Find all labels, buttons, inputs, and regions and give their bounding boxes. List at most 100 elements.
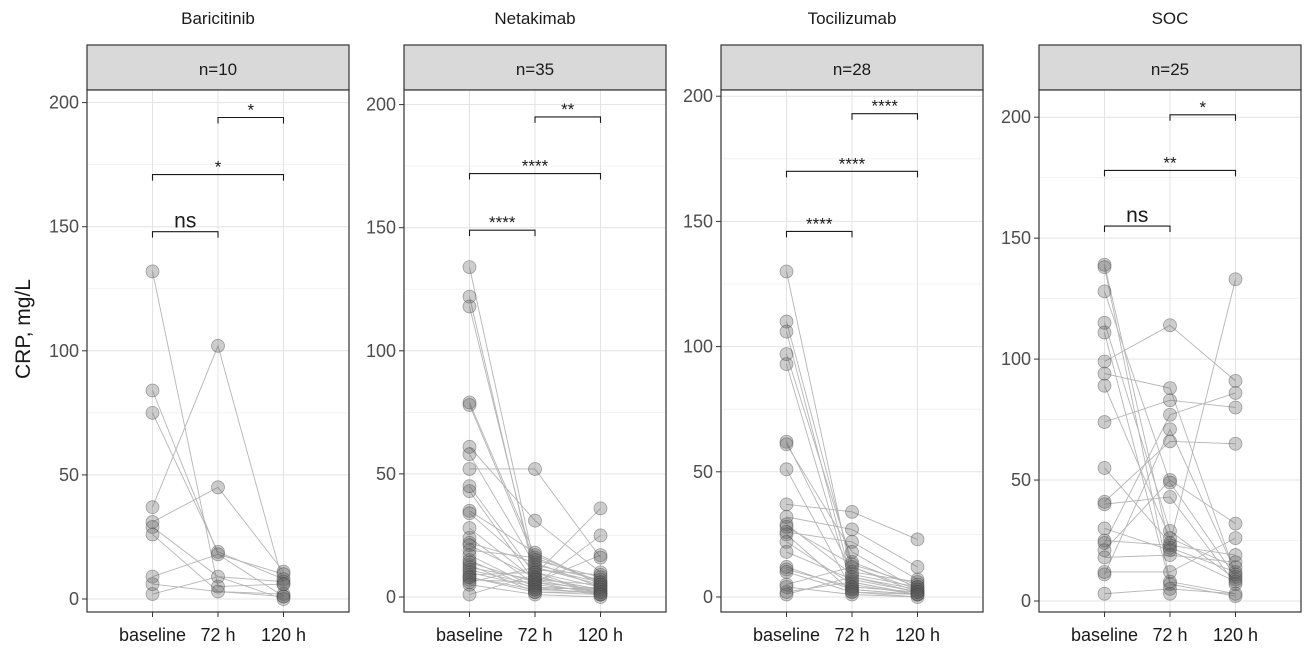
data-point <box>462 570 477 585</box>
data-point <box>528 513 542 528</box>
data-point <box>1228 565 1243 579</box>
data-point <box>779 264 794 279</box>
data-points <box>779 264 925 604</box>
data-point <box>145 515 160 529</box>
data-point <box>1228 400 1243 415</box>
data-point <box>593 550 608 565</box>
data-point <box>845 582 859 597</box>
data-point <box>593 575 608 590</box>
subject-line <box>1104 428 1236 575</box>
significance-label: ns <box>1126 204 1148 227</box>
y-tick-label: 150 <box>366 218 396 238</box>
data-point <box>593 572 608 587</box>
data-point <box>528 587 542 602</box>
significance-brackets: **** **** **** <box>785 97 919 238</box>
data-point <box>779 524 794 539</box>
facet-strip-label: n=10 <box>199 60 237 79</box>
y-tick-label: 0 <box>69 589 79 609</box>
y-tick-label: 50 <box>1011 470 1031 490</box>
data-point <box>593 585 608 599</box>
data-point <box>1163 473 1177 487</box>
subject-line <box>1104 392 1236 544</box>
data-point <box>462 543 477 558</box>
data-point <box>211 338 225 353</box>
data-point <box>211 480 225 495</box>
data-point <box>528 575 542 590</box>
subject-line <box>1104 291 1236 578</box>
data-point <box>1228 531 1243 546</box>
data-point <box>276 589 291 604</box>
data-point <box>1163 586 1177 601</box>
significance-label: * <box>1199 98 1206 117</box>
data-point <box>593 501 608 516</box>
data-point <box>145 587 160 601</box>
data-point <box>593 585 608 599</box>
data-point <box>1228 574 1243 589</box>
bracket <box>785 170 919 178</box>
subject-line <box>152 576 284 600</box>
panel-2: Netakimabn=35**********050100150200basel… <box>366 9 667 645</box>
data-point <box>1097 567 1112 582</box>
data-point <box>845 587 859 602</box>
bracket <box>534 116 602 123</box>
y-tick-label: 0 <box>386 587 396 607</box>
subject-line <box>469 544 601 591</box>
data-point <box>462 260 477 274</box>
data-point <box>845 577 859 592</box>
data-point <box>462 479 477 494</box>
significance-label: **** <box>806 214 833 233</box>
data-point <box>1097 533 1112 548</box>
data-point <box>1228 569 1243 584</box>
data-point <box>1163 434 1177 449</box>
subject-line <box>152 583 284 597</box>
subject-line <box>469 571 601 595</box>
data-point <box>779 357 794 372</box>
significance-label: ** <box>561 100 575 119</box>
subject-line <box>152 553 284 597</box>
data-point <box>593 577 608 592</box>
data-point <box>1097 497 1112 512</box>
data-point <box>845 522 859 537</box>
significance-label: **** <box>872 97 899 116</box>
data-point <box>593 565 608 580</box>
data-point <box>1228 577 1243 591</box>
bracket <box>1103 225 1171 233</box>
significance-label: ** <box>1163 153 1177 172</box>
data-point <box>910 585 925 599</box>
data-point <box>845 582 859 597</box>
data-point <box>528 572 542 587</box>
subject-line <box>469 468 601 558</box>
x-tick-label: baseline <box>753 625 820 645</box>
y-tick-label: 50 <box>693 462 713 482</box>
y-tick-label: 150 <box>683 211 713 231</box>
subject-line <box>1104 385 1236 568</box>
facet-strip <box>720 44 984 91</box>
bracket <box>1103 169 1237 177</box>
data-point <box>276 567 291 582</box>
data-point <box>528 570 542 585</box>
data-point <box>528 555 542 570</box>
subject-line <box>469 579 601 595</box>
data-point <box>593 587 608 602</box>
subject-line <box>469 576 601 593</box>
data-point <box>593 587 608 602</box>
y-tick-label: 100 <box>1001 349 1031 369</box>
data-point <box>1163 393 1177 408</box>
data-point <box>910 590 925 604</box>
data-point <box>1097 366 1112 381</box>
subject-lines <box>786 271 918 598</box>
subject-line <box>152 271 284 588</box>
subject-line <box>152 486 284 572</box>
data-point <box>462 553 477 567</box>
subject-line <box>469 542 601 588</box>
data-point <box>779 347 794 362</box>
data-point <box>845 580 859 594</box>
data-point <box>462 484 477 499</box>
data-point <box>462 398 477 412</box>
data-point <box>528 548 542 563</box>
data-point <box>145 569 160 584</box>
data-point <box>462 567 477 582</box>
data-points <box>145 264 291 606</box>
subject-lines <box>469 266 601 598</box>
